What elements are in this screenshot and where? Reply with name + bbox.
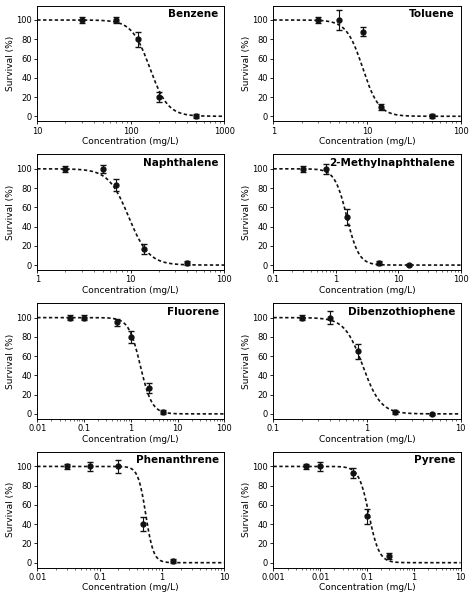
Text: Dibenzothiophene: Dibenzothiophene [347, 307, 455, 316]
X-axis label: Concentration (mg/L): Concentration (mg/L) [319, 286, 415, 295]
Y-axis label: Survival (%): Survival (%) [242, 185, 251, 240]
X-axis label: Concentration (mg/L): Concentration (mg/L) [82, 286, 179, 295]
X-axis label: Concentration (mg/L): Concentration (mg/L) [82, 435, 179, 444]
X-axis label: Concentration (mg/L): Concentration (mg/L) [319, 435, 415, 444]
Y-axis label: Survival (%): Survival (%) [242, 333, 251, 389]
X-axis label: Concentration (mg/L): Concentration (mg/L) [82, 584, 179, 593]
Text: Fluorene: Fluorene [166, 307, 219, 316]
Y-axis label: Survival (%): Survival (%) [6, 333, 15, 389]
Y-axis label: Survival (%): Survival (%) [242, 36, 251, 91]
Text: Toluene: Toluene [409, 9, 455, 19]
Text: Pyrene: Pyrene [414, 456, 455, 465]
Text: 2-Methylnaphthalene: 2-Methylnaphthalene [329, 158, 455, 168]
Text: Phenanthrene: Phenanthrene [136, 456, 219, 465]
X-axis label: Concentration (mg/L): Concentration (mg/L) [319, 584, 415, 593]
Y-axis label: Survival (%): Survival (%) [6, 36, 15, 91]
X-axis label: Concentration (mg/L): Concentration (mg/L) [82, 137, 179, 146]
Text: Naphthalene: Naphthalene [143, 158, 219, 168]
Y-axis label: Survival (%): Survival (%) [242, 482, 251, 538]
Y-axis label: Survival (%): Survival (%) [6, 482, 15, 538]
Y-axis label: Survival (%): Survival (%) [6, 185, 15, 240]
X-axis label: Concentration (mg/L): Concentration (mg/L) [319, 137, 415, 146]
Text: Benzene: Benzene [168, 9, 219, 19]
